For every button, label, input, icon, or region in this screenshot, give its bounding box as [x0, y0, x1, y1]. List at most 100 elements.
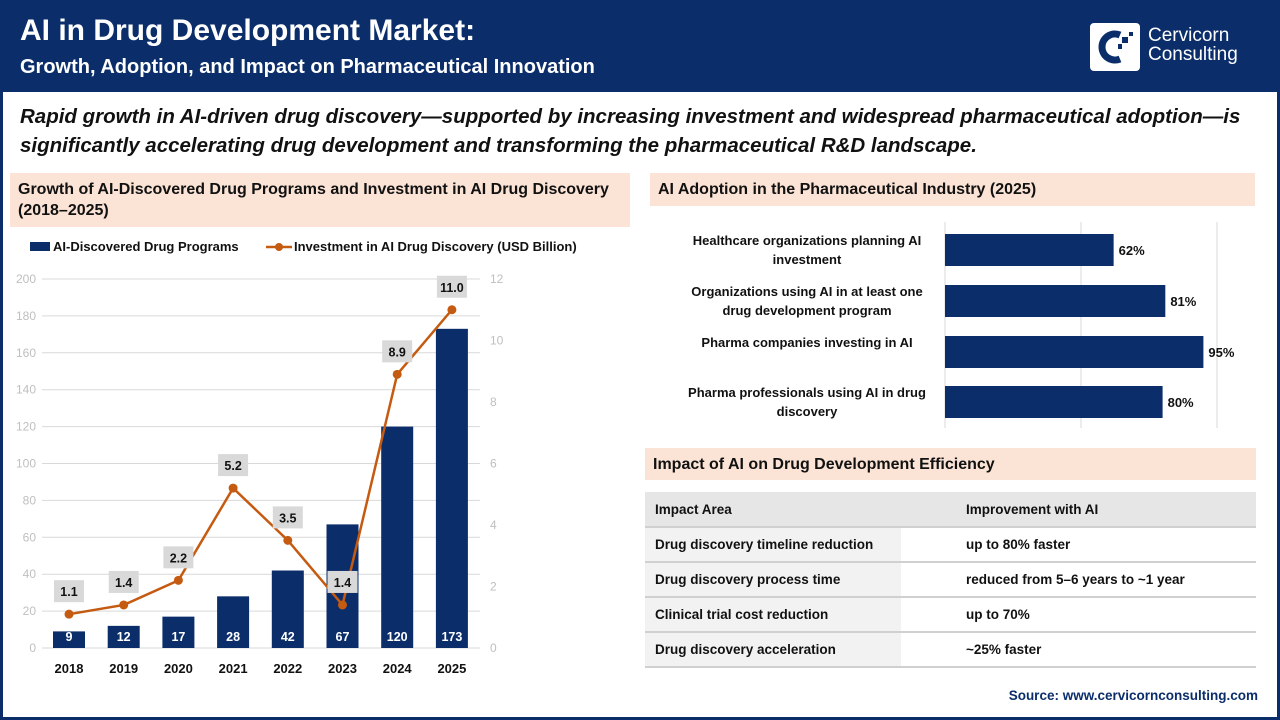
page-subtitle: Growth, Adoption, and Impact on Pharmace…	[20, 56, 595, 78]
bar	[162, 616, 195, 648]
right-tick-label: 4	[490, 518, 497, 532]
cell-area: Drug discovery process time	[645, 562, 901, 598]
left-tick-label: 0	[29, 641, 36, 655]
adoption-category-label: Pharma professionals using AI in drug di…	[688, 385, 926, 419]
left-tick-label: 100	[16, 457, 36, 471]
adoption-value-label: 62%	[1119, 243, 1145, 258]
bar-value-label: 173	[441, 630, 462, 644]
adoption-chart-title: AI Adoption in the Pharmaceutical Indust…	[650, 173, 1255, 206]
right-tick-label: 8	[490, 395, 497, 409]
line-point	[173, 575, 183, 585]
line-data-label: 11.0	[440, 281, 464, 295]
line-data-label: 5.2	[224, 459, 241, 473]
bar	[107, 625, 140, 648]
left-tick-label: 80	[23, 493, 37, 507]
line-point	[64, 609, 74, 619]
adoption-value-label: 81%	[1170, 294, 1196, 309]
header: AI in Drug Development Market: Growth, A…	[0, 0, 1280, 92]
x-tick-label: 2021	[219, 661, 248, 676]
header-improvement: Improvement with AI	[901, 492, 1256, 528]
data-label-bg	[436, 275, 467, 298]
line-point	[392, 369, 402, 379]
cell-area: Drug discovery timeline reduction	[645, 527, 901, 563]
left-tick-label: 20	[23, 604, 37, 618]
line-data-label: 1.4	[115, 576, 132, 590]
legend-line-label: Investment in AI Drug Discovery (USD Bil…	[294, 239, 577, 254]
left-tick-label: 140	[16, 383, 36, 397]
line-data-label: 1.4	[334, 576, 351, 590]
bar	[381, 426, 414, 648]
right-tick-label: 2	[490, 580, 497, 594]
adoption-bar	[945, 336, 1204, 368]
legend-bar-label: AI-Discovered Drug Programs	[53, 239, 239, 254]
left-tick-label: 60	[23, 530, 37, 544]
logo-text: Cervicorn Consulting	[1148, 25, 1238, 65]
data-label-bg	[382, 340, 413, 363]
adoption-category-label: Healthcare organizations planning AI inv…	[692, 233, 922, 267]
line-point	[228, 483, 238, 493]
line-point	[119, 600, 129, 610]
x-tick-label: 2020	[164, 661, 193, 676]
right-tick-label: 6	[490, 457, 497, 471]
adoption-value-label: 95%	[1208, 345, 1234, 360]
bar-value-label: 12	[117, 630, 131, 644]
bar	[271, 570, 304, 648]
right-tick-label: 0	[490, 641, 497, 655]
bar-value-label: 28	[226, 630, 240, 644]
bar-value-label: 42	[281, 630, 295, 644]
bar-value-label: 9	[66, 630, 73, 644]
source-text: Source: www.cervicornconsulting.com	[1008, 688, 1258, 703]
line-point	[338, 600, 347, 610]
cell-improvement: ~25% faster	[901, 632, 1256, 668]
x-tick-label: 2022	[273, 661, 302, 676]
cell-improvement: reduced from 5–6 years to ~1 year	[901, 562, 1256, 598]
bar	[435, 328, 468, 648]
line-data-label: 8.9	[389, 345, 406, 359]
data-label-bg	[272, 506, 303, 529]
data-label-bg	[54, 580, 84, 603]
table-header-row: Impact Area Improvement with AI	[645, 492, 1256, 528]
line-data-label: 1.1	[60, 585, 77, 599]
legend-line-marker	[275, 243, 283, 251]
legend-bar-swatch	[30, 242, 50, 251]
left-tick-label: 40	[23, 567, 37, 581]
table-row: Clinical trial cost reduction up to 70%	[645, 597, 1256, 633]
table-title: Impact of AI on Drug Development Efficie…	[645, 448, 1256, 480]
line-data-label: 2.2	[170, 551, 187, 565]
adoption-category-label: Pharma companies investing in AI	[701, 335, 913, 350]
x-tick-label: 2025	[437, 661, 466, 676]
adoption-bar	[945, 386, 1163, 418]
cell-improvement: up to 70%	[901, 597, 1256, 633]
table-row: Drug discovery acceleration ~25% faster	[645, 632, 1256, 668]
right-tick-label: 12	[490, 272, 504, 286]
left-tick-label: 120	[16, 420, 36, 434]
adoption-category-label: Organizations using AI in at least one d…	[691, 284, 923, 318]
impact-table: Impact Area Improvement with AI Drug dis…	[645, 492, 1256, 668]
data-label-bg	[327, 570, 358, 593]
x-tick-label: 2024	[383, 661, 413, 676]
right-tick-label: 10	[490, 334, 504, 348]
bar-value-label: 17	[171, 630, 185, 644]
left-tick-label: 160	[16, 346, 36, 360]
cervicorn-logo-icon	[1090, 23, 1140, 71]
x-tick-label: 2018	[55, 661, 84, 676]
cell-area: Drug discovery acceleration	[645, 632, 901, 668]
page-title: AI in Drug Development Market:	[20, 14, 476, 47]
data-label-bg	[163, 546, 194, 569]
data-label-bg	[108, 570, 139, 593]
adoption-bar	[945, 234, 1114, 266]
table-row: Drug discovery timeline reduction up to 8…	[645, 527, 1256, 563]
lede-text: Rapid growth in AI-driven drug discovery…	[20, 105, 1241, 157]
bar	[217, 596, 250, 648]
bar-value-label: 67	[336, 630, 350, 644]
line-data-label: 3.5	[279, 511, 296, 525]
bar	[53, 631, 85, 648]
left-tick-label: 200	[16, 272, 36, 286]
left-tick-label: 180	[16, 309, 36, 323]
investment-line	[68, 308, 453, 616]
growth-chart: 0 20 40 60 80 100 120 140 160 180 200 0 2 4 6 8 10 12 AI-D…	[16, 239, 577, 676]
x-tick-label: 2019	[109, 661, 138, 676]
adoption-chart: 62% 81% 95% 80%	[944, 222, 1235, 428]
header-impact-area: Impact Area	[645, 492, 901, 528]
x-tick-label: 2023	[328, 661, 357, 676]
